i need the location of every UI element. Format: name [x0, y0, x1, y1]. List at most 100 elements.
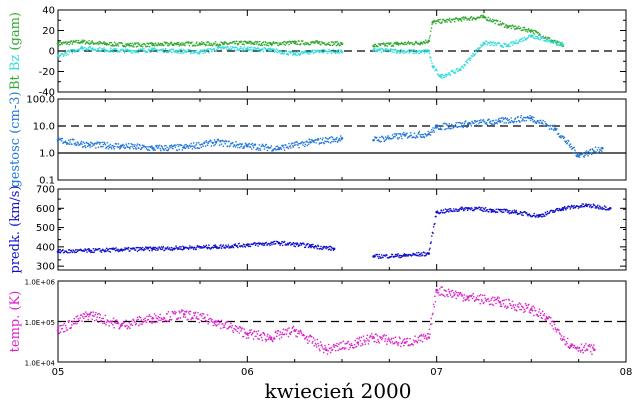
data-sample — [317, 138, 320, 141]
data-sample — [130, 323, 133, 325]
data-sample — [413, 341, 416, 343]
data-sample — [431, 23, 433, 26]
data-sample — [341, 347, 344, 349]
data-sample — [134, 51, 137, 53]
data-sample — [339, 44, 341, 46]
data-sample — [208, 51, 211, 53]
data-sample — [486, 123, 488, 126]
data-sample — [198, 53, 201, 55]
data-sample — [507, 119, 509, 122]
data-sample — [94, 142, 97, 145]
data-sample — [432, 232, 434, 235]
data-sample — [524, 310, 526, 312]
data-sample — [441, 77, 443, 79]
data-sample — [546, 38, 548, 40]
y-tick-label: 0.1 — [39, 176, 55, 187]
data-sample — [196, 318, 199, 320]
data-sample — [332, 41, 335, 44]
data-sample — [464, 64, 467, 66]
data-sample — [405, 338, 408, 340]
data-sample — [402, 49, 405, 52]
data-sample — [205, 244, 208, 247]
data-sample — [154, 321, 156, 324]
data-sample — [336, 141, 339, 143]
data-sample — [276, 148, 278, 151]
data-sample — [507, 211, 510, 213]
data-sample — [254, 143, 257, 146]
data-sample — [136, 45, 139, 47]
data-sample — [90, 47, 92, 50]
data-sample — [75, 251, 78, 254]
data-sample — [199, 247, 201, 249]
data-sample — [365, 340, 367, 342]
data-sample — [321, 51, 323, 54]
data-sample — [124, 247, 126, 249]
data-sample — [81, 315, 84, 318]
data-sample — [279, 331, 282, 333]
data-sample — [190, 318, 192, 321]
data-sample — [563, 339, 566, 341]
data-sample — [213, 321, 215, 323]
data-sample — [309, 43, 312, 46]
data-sample — [77, 317, 79, 320]
data-sample — [211, 321, 214, 323]
data-sample — [277, 49, 279, 51]
data-sample — [289, 333, 292, 336]
data-sample — [72, 50, 75, 53]
data-sample — [202, 145, 204, 148]
data-sample — [220, 139, 222, 142]
data-sample — [445, 75, 447, 78]
data-sample — [309, 138, 311, 141]
data-sample — [465, 298, 468, 300]
data-sample — [512, 304, 515, 306]
data-sample — [472, 292, 475, 295]
data-sample — [86, 142, 88, 144]
data-sample — [397, 51, 399, 54]
data-sample — [98, 42, 101, 45]
data-sample — [91, 145, 93, 148]
data-sample — [203, 142, 206, 145]
data-sample — [380, 47, 382, 50]
data-sample — [183, 50, 186, 52]
data-sample — [249, 48, 252, 51]
data-sample — [322, 137, 324, 139]
data-sample — [234, 146, 237, 148]
data-sample — [403, 338, 406, 340]
data-sample — [448, 123, 451, 125]
data-sample — [493, 299, 495, 302]
data-sample — [331, 41, 333, 43]
data-sample — [544, 211, 547, 214]
data-sample — [108, 325, 110, 327]
data-sample — [414, 335, 416, 338]
data-sample — [208, 140, 211, 143]
data-sample — [485, 40, 488, 42]
data-sample — [161, 42, 163, 45]
data-sample — [252, 332, 254, 334]
data-sample — [307, 141, 309, 143]
data-sample — [435, 215, 437, 218]
data-sample — [58, 251, 61, 254]
data-sample — [91, 142, 94, 145]
data-sample — [106, 141, 109, 144]
data-sample — [452, 291, 455, 294]
data-sample — [256, 242, 259, 245]
data-sample — [83, 313, 86, 315]
data-sample — [241, 327, 244, 329]
data-sample — [378, 342, 381, 344]
data-sample — [478, 122, 480, 125]
data-sample — [313, 141, 316, 144]
data-sample — [80, 140, 83, 143]
data-sample — [202, 52, 204, 55]
data-sample — [605, 206, 607, 208]
data-sample — [233, 49, 236, 51]
data-sample — [249, 46, 251, 49]
data-sample — [194, 312, 196, 315]
data-sample — [110, 44, 112, 47]
data-sample — [454, 18, 457, 20]
data-sample — [256, 333, 259, 335]
data-sample — [428, 249, 431, 251]
data-sample — [379, 49, 382, 51]
data-sample — [273, 240, 276, 243]
data-sample — [128, 49, 131, 51]
data-sample — [478, 299, 480, 301]
